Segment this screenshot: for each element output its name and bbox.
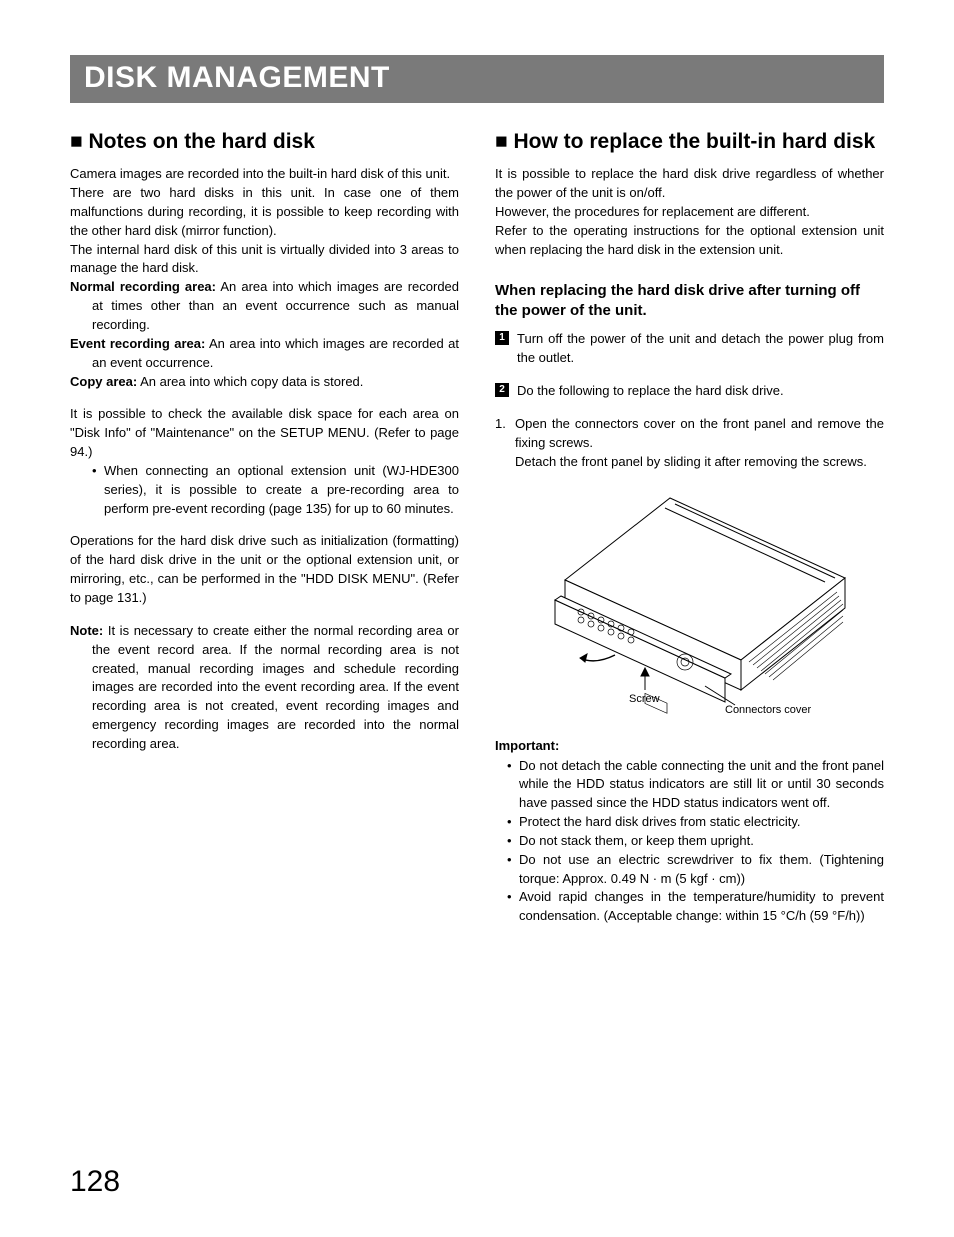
section-title-bar: DISK MANAGEMENT bbox=[70, 55, 884, 103]
left-heading: ■ Notes on the hard disk bbox=[70, 129, 459, 155]
step-number-icon: 2 bbox=[495, 383, 509, 397]
step-1: 1 Turn off the power of the unit and det… bbox=[495, 330, 884, 368]
page-number: 128 bbox=[70, 1165, 120, 1199]
note-label: Note: bbox=[70, 623, 103, 638]
left-p3: The internal hard disk of this unit is v… bbox=[70, 241, 459, 279]
device-svg: Screw Connectors cover bbox=[525, 490, 855, 720]
important-bullet: Protect the hard disk drives from static… bbox=[495, 813, 884, 832]
important-label: Important: bbox=[495, 738, 884, 753]
substep-number: 1. bbox=[495, 415, 506, 434]
two-column-layout: ■ Notes on the hard disk Camera images a… bbox=[70, 129, 884, 926]
def-label: Normal recording area: bbox=[70, 279, 216, 294]
substep-text: Open the connectors cover on the front p… bbox=[515, 415, 884, 453]
step-text: Do the following to replace the hard dis… bbox=[517, 383, 784, 398]
step-2: 2 Do the following to replace the hard d… bbox=[495, 382, 884, 401]
important-bullet: Do not detach the cable connecting the u… bbox=[495, 757, 884, 814]
left-p4: It is possible to check the available di… bbox=[70, 405, 459, 462]
def-label: Copy area: bbox=[70, 374, 137, 389]
substep-text: Detach the front panel by sliding it aft… bbox=[515, 453, 884, 472]
left-p1: Camera images are recorded into the buil… bbox=[70, 165, 459, 184]
note-text: It is necessary to create either the nor… bbox=[92, 623, 459, 751]
figure-label-cover: Connectors cover bbox=[725, 704, 812, 716]
left-bullet-1: When connecting an optional extension un… bbox=[70, 462, 459, 519]
def-normal-recording: Normal recording area: An area into whic… bbox=[70, 278, 459, 335]
section-title: DISK MANAGEMENT bbox=[84, 61, 870, 95]
right-heading: ■ How to replace the built-in hard disk bbox=[495, 129, 884, 155]
important-bullet: Avoid rapid changes in the temperature/h… bbox=[495, 888, 884, 926]
left-column: ■ Notes on the hard disk Camera images a… bbox=[70, 129, 459, 926]
important-bullet: Do not use an electric screwdriver to fi… bbox=[495, 851, 884, 889]
right-p1: It is possible to replace the hard disk … bbox=[495, 165, 884, 203]
right-column: ■ How to replace the built-in hard disk … bbox=[495, 129, 884, 926]
device-figure: Screw Connectors cover bbox=[525, 490, 855, 720]
step-text: Turn off the power of the unit and detac… bbox=[517, 331, 884, 365]
figure-label-screw: Screw bbox=[629, 693, 660, 705]
important-bullet: Do not stack them, or keep them upright. bbox=[495, 832, 884, 851]
left-p2: There are two hard disks in this unit. I… bbox=[70, 184, 459, 241]
right-p2: However, the procedures for replacement … bbox=[495, 203, 884, 222]
step-number-icon: 1 bbox=[495, 331, 509, 345]
right-subheading: When replacing the hard disk drive after… bbox=[495, 281, 884, 320]
left-note: Note: It is necessary to create either t… bbox=[70, 622, 459, 754]
left-p5: Operations for the hard disk drive such … bbox=[70, 532, 459, 607]
def-copy-area: Copy area: An area into which copy data … bbox=[70, 373, 459, 392]
substep-1: 1. Open the connectors cover on the fron… bbox=[495, 415, 884, 472]
def-text: An area into which copy data is stored. bbox=[137, 374, 363, 389]
def-event-recording: Event recording area: An area into which… bbox=[70, 335, 459, 373]
manual-page: DISK MANAGEMENT ■ Notes on the hard disk… bbox=[0, 0, 954, 1237]
right-p3: Refer to the operating instructions for … bbox=[495, 222, 884, 260]
def-label: Event recording area: bbox=[70, 336, 205, 351]
